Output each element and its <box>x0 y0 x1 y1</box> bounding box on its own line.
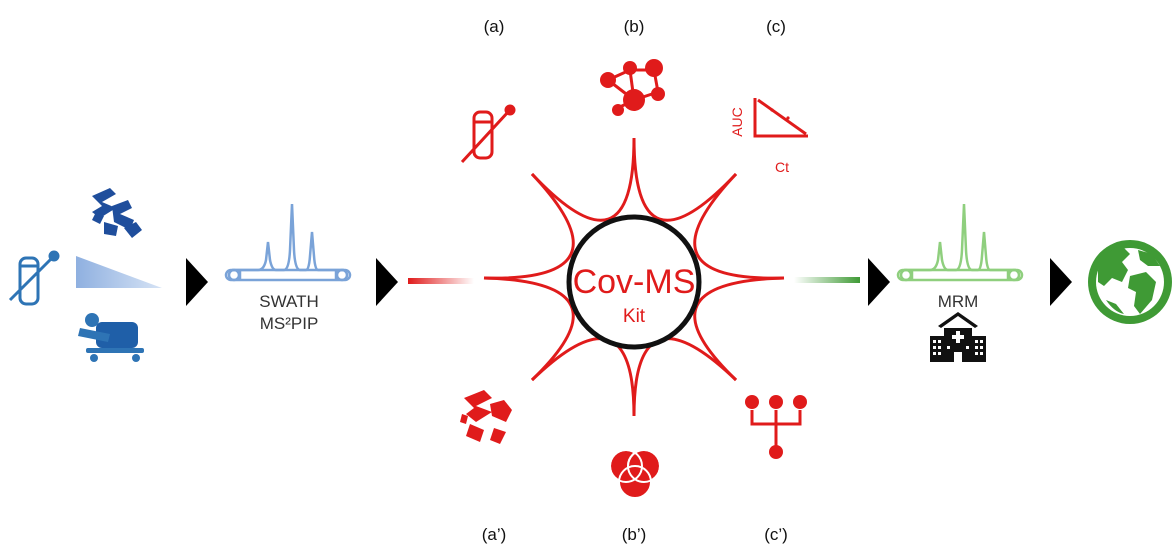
flow-arrow-4 <box>1050 258 1072 306</box>
star-ray-curve <box>632 337 738 417</box>
mrm-label: MRM <box>938 292 979 311</box>
label-b-prime: (b’) <box>622 525 647 544</box>
flow-arrow-3 <box>868 258 890 306</box>
globe-icon <box>1088 240 1172 324</box>
red-test-tube-icon <box>460 104 516 164</box>
star-ray-curve <box>530 137 636 222</box>
network-people-icon <box>600 59 665 116</box>
label-b: (b) <box>624 17 645 36</box>
label-c: (c) <box>766 17 786 36</box>
protein-fragment-icon <box>460 390 512 444</box>
label-a: (a) <box>484 17 505 36</box>
label-a-prime: (a’) <box>482 525 507 544</box>
swath-label: SWATH <box>259 292 319 311</box>
hierarchy-icon <box>745 395 807 459</box>
star-ray-curve <box>632 137 738 222</box>
center-circle <box>566 214 702 350</box>
flow-arrow-2 <box>376 258 398 306</box>
auc-ct-chart-icon: AUC Ct <box>729 98 808 175</box>
chart-x-label: Ct <box>775 159 789 175</box>
star-ray-curve <box>693 276 785 382</box>
red-fade-connector <box>408 278 474 284</box>
patient-bed-icon <box>78 313 144 362</box>
gradient-wedge-icon <box>76 256 162 288</box>
star-ray-curve <box>693 172 785 280</box>
flow-arrow-1 <box>186 258 208 306</box>
label-c-prime: (c’) <box>764 525 788 544</box>
center-subtitle: Kit <box>623 306 646 327</box>
hospital-icon <box>930 312 986 362</box>
venn-circles-icon <box>609 449 661 499</box>
chart-y-label: AUC <box>729 107 745 137</box>
test-tube-swab-icon <box>8 250 60 306</box>
ms2pip-label: MS²PIP <box>260 314 319 333</box>
star-ray-curve <box>483 276 575 382</box>
mrm-spectrum-icon <box>896 203 1024 282</box>
swath-spectrum-icon <box>224 203 352 282</box>
protein-structure-icon <box>92 188 142 238</box>
center-title: Cov-MS <box>573 263 696 301</box>
green-fade-connector <box>794 277 860 283</box>
star-ray-curve <box>530 337 636 417</box>
star-ray-curve <box>483 172 575 280</box>
